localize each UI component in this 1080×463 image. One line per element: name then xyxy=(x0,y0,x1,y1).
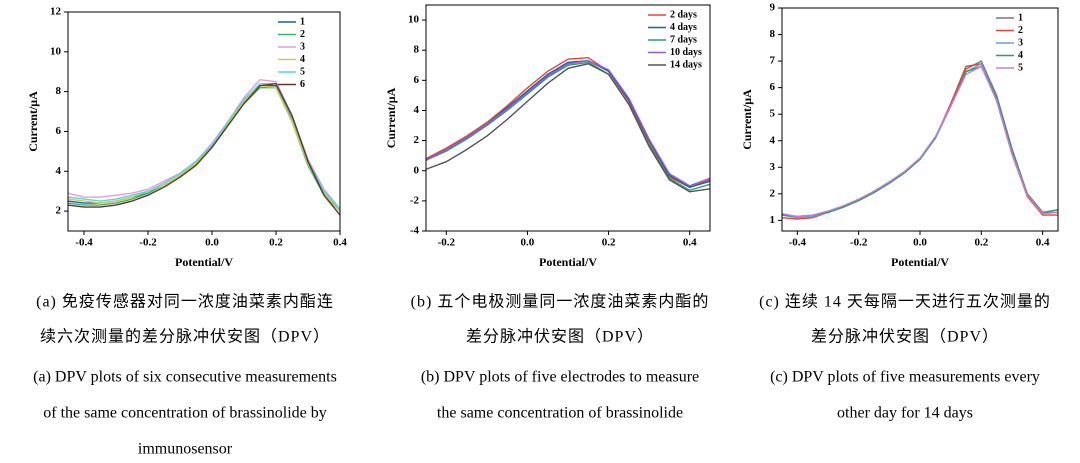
y-tick-label: 8 xyxy=(770,28,776,40)
y-tick-label: 8 xyxy=(56,85,62,97)
x-tick-label: 0.2 xyxy=(602,237,616,249)
y-tick-label: 5 xyxy=(770,108,776,120)
legend-label: 3 xyxy=(1018,37,1023,48)
legend-label: 2 xyxy=(1018,25,1023,36)
x-tick-label: -0.4 xyxy=(75,237,93,249)
y-tick-label: 8 xyxy=(414,44,420,56)
y-axis-title: Current/μA xyxy=(26,91,40,152)
data-line xyxy=(68,84,340,212)
data-line xyxy=(782,62,1058,219)
legend-label: 1 xyxy=(1018,12,1023,23)
y-tick-label: 9 xyxy=(770,2,776,14)
y-tick-label: 10 xyxy=(408,14,420,26)
legend-label: 1 xyxy=(300,16,305,27)
x-tick-label: 0.0 xyxy=(205,237,219,249)
data-line xyxy=(782,60,1058,219)
legend-label: 5 xyxy=(300,66,305,77)
plot-frame xyxy=(425,4,711,232)
data-line xyxy=(68,85,340,212)
legend-label: 14 days xyxy=(670,59,702,70)
legend-label: 2 days xyxy=(670,9,697,20)
caption-zh: 差分脉冲伏安图（DPV） xyxy=(811,328,999,346)
plot-frame xyxy=(781,7,1059,232)
y-tick-label: 2 xyxy=(56,205,62,217)
y-tick-label: 7 xyxy=(770,55,776,67)
data-line xyxy=(426,61,710,192)
caption-en: the same concentration of brassinolide xyxy=(437,405,683,422)
legend-label: 7 days xyxy=(670,34,697,45)
data-line xyxy=(68,82,340,216)
y-tick-label: 2 xyxy=(770,187,776,199)
data-line xyxy=(426,59,710,187)
x-tick-label: 0.0 xyxy=(521,237,535,249)
y-tick-label: 10 xyxy=(50,45,62,57)
legend-label: 10 days xyxy=(670,47,702,58)
legend-label: 2 xyxy=(300,29,305,40)
y-tick-label: 1 xyxy=(770,214,776,226)
caption-zh: 差分脉冲伏安图（DPV） xyxy=(466,328,654,346)
caption-en: (a) DPV plots of six consecutive measure… xyxy=(33,369,337,386)
data-line xyxy=(426,63,710,193)
y-tick-label: -4 xyxy=(410,225,420,237)
x-tick-label: 0.2 xyxy=(974,237,988,249)
legend-label: 6 xyxy=(300,79,305,90)
x-tick-label: -0.2 xyxy=(139,237,157,249)
y-tick-label: 6 xyxy=(414,74,420,86)
y-tick-label: 0 xyxy=(414,164,420,176)
x-tick-label: 0.4 xyxy=(1036,237,1050,249)
legend-label: 3 xyxy=(300,41,305,52)
caption-en: other day for 14 days xyxy=(837,405,973,422)
plot-frame xyxy=(67,11,341,232)
caption-en: (b) DPV plots of five electrodes to meas… xyxy=(421,369,699,386)
data-line xyxy=(782,65,1058,218)
caption-zh: 续六次测量的差分脉冲伏安图（DPV） xyxy=(40,328,330,346)
y-tick-label: 12 xyxy=(50,6,62,18)
data-line xyxy=(782,65,1058,218)
legend-label: 4 days xyxy=(670,22,697,33)
legend-label: 4 xyxy=(300,54,305,65)
y-axis-title: Current/μA xyxy=(384,87,398,148)
data-line xyxy=(68,78,340,210)
data-line xyxy=(68,87,340,212)
x-tick-label: -0.4 xyxy=(789,237,807,249)
y-axis-title: Current/μA xyxy=(740,89,754,150)
x-tick-label: 0.0 xyxy=(913,237,927,249)
x-axis-title: Potential/V xyxy=(175,255,233,269)
x-tick-label: -0.2 xyxy=(850,237,868,249)
data-line xyxy=(426,59,710,189)
caption-zh: (a) 免疫传感器对同一浓度油菜素内酯连 xyxy=(36,293,334,311)
y-tick-label: 4 xyxy=(414,104,420,116)
caption-zh: (b) 五个电极测量同一浓度油菜素内酯的 xyxy=(411,293,710,311)
y-tick-label: -2 xyxy=(410,194,420,206)
legend-label: 4 xyxy=(1018,50,1023,61)
x-tick-label: 0.4 xyxy=(683,237,697,249)
data-line xyxy=(68,83,340,210)
y-tick-label: 3 xyxy=(770,161,776,173)
y-tick-label: 2 xyxy=(414,134,420,146)
data-line xyxy=(782,63,1058,220)
data-line xyxy=(426,56,710,189)
x-axis-title: Potential/V xyxy=(891,255,949,269)
x-tick-label: 0.4 xyxy=(333,237,347,249)
y-tick-label: 4 xyxy=(770,134,776,146)
caption-en: immunosensor xyxy=(138,441,233,458)
caption-en: (c) DPV plots of five measurements every xyxy=(770,369,1040,386)
y-tick-label: 6 xyxy=(770,81,776,93)
x-tick-label: 0.2 xyxy=(269,237,283,249)
x-tick-label: -0.2 xyxy=(438,237,456,249)
y-tick-label: 4 xyxy=(56,165,62,177)
x-axis-title: Potential/V xyxy=(539,255,597,269)
caption-zh: (c) 连续 14 天每隔一天进行五次测量的 xyxy=(759,293,1051,311)
caption-en: of the same concentration of brassinolid… xyxy=(43,405,326,422)
legend-label: 5 xyxy=(1018,62,1023,73)
y-tick-label: 6 xyxy=(56,125,62,137)
